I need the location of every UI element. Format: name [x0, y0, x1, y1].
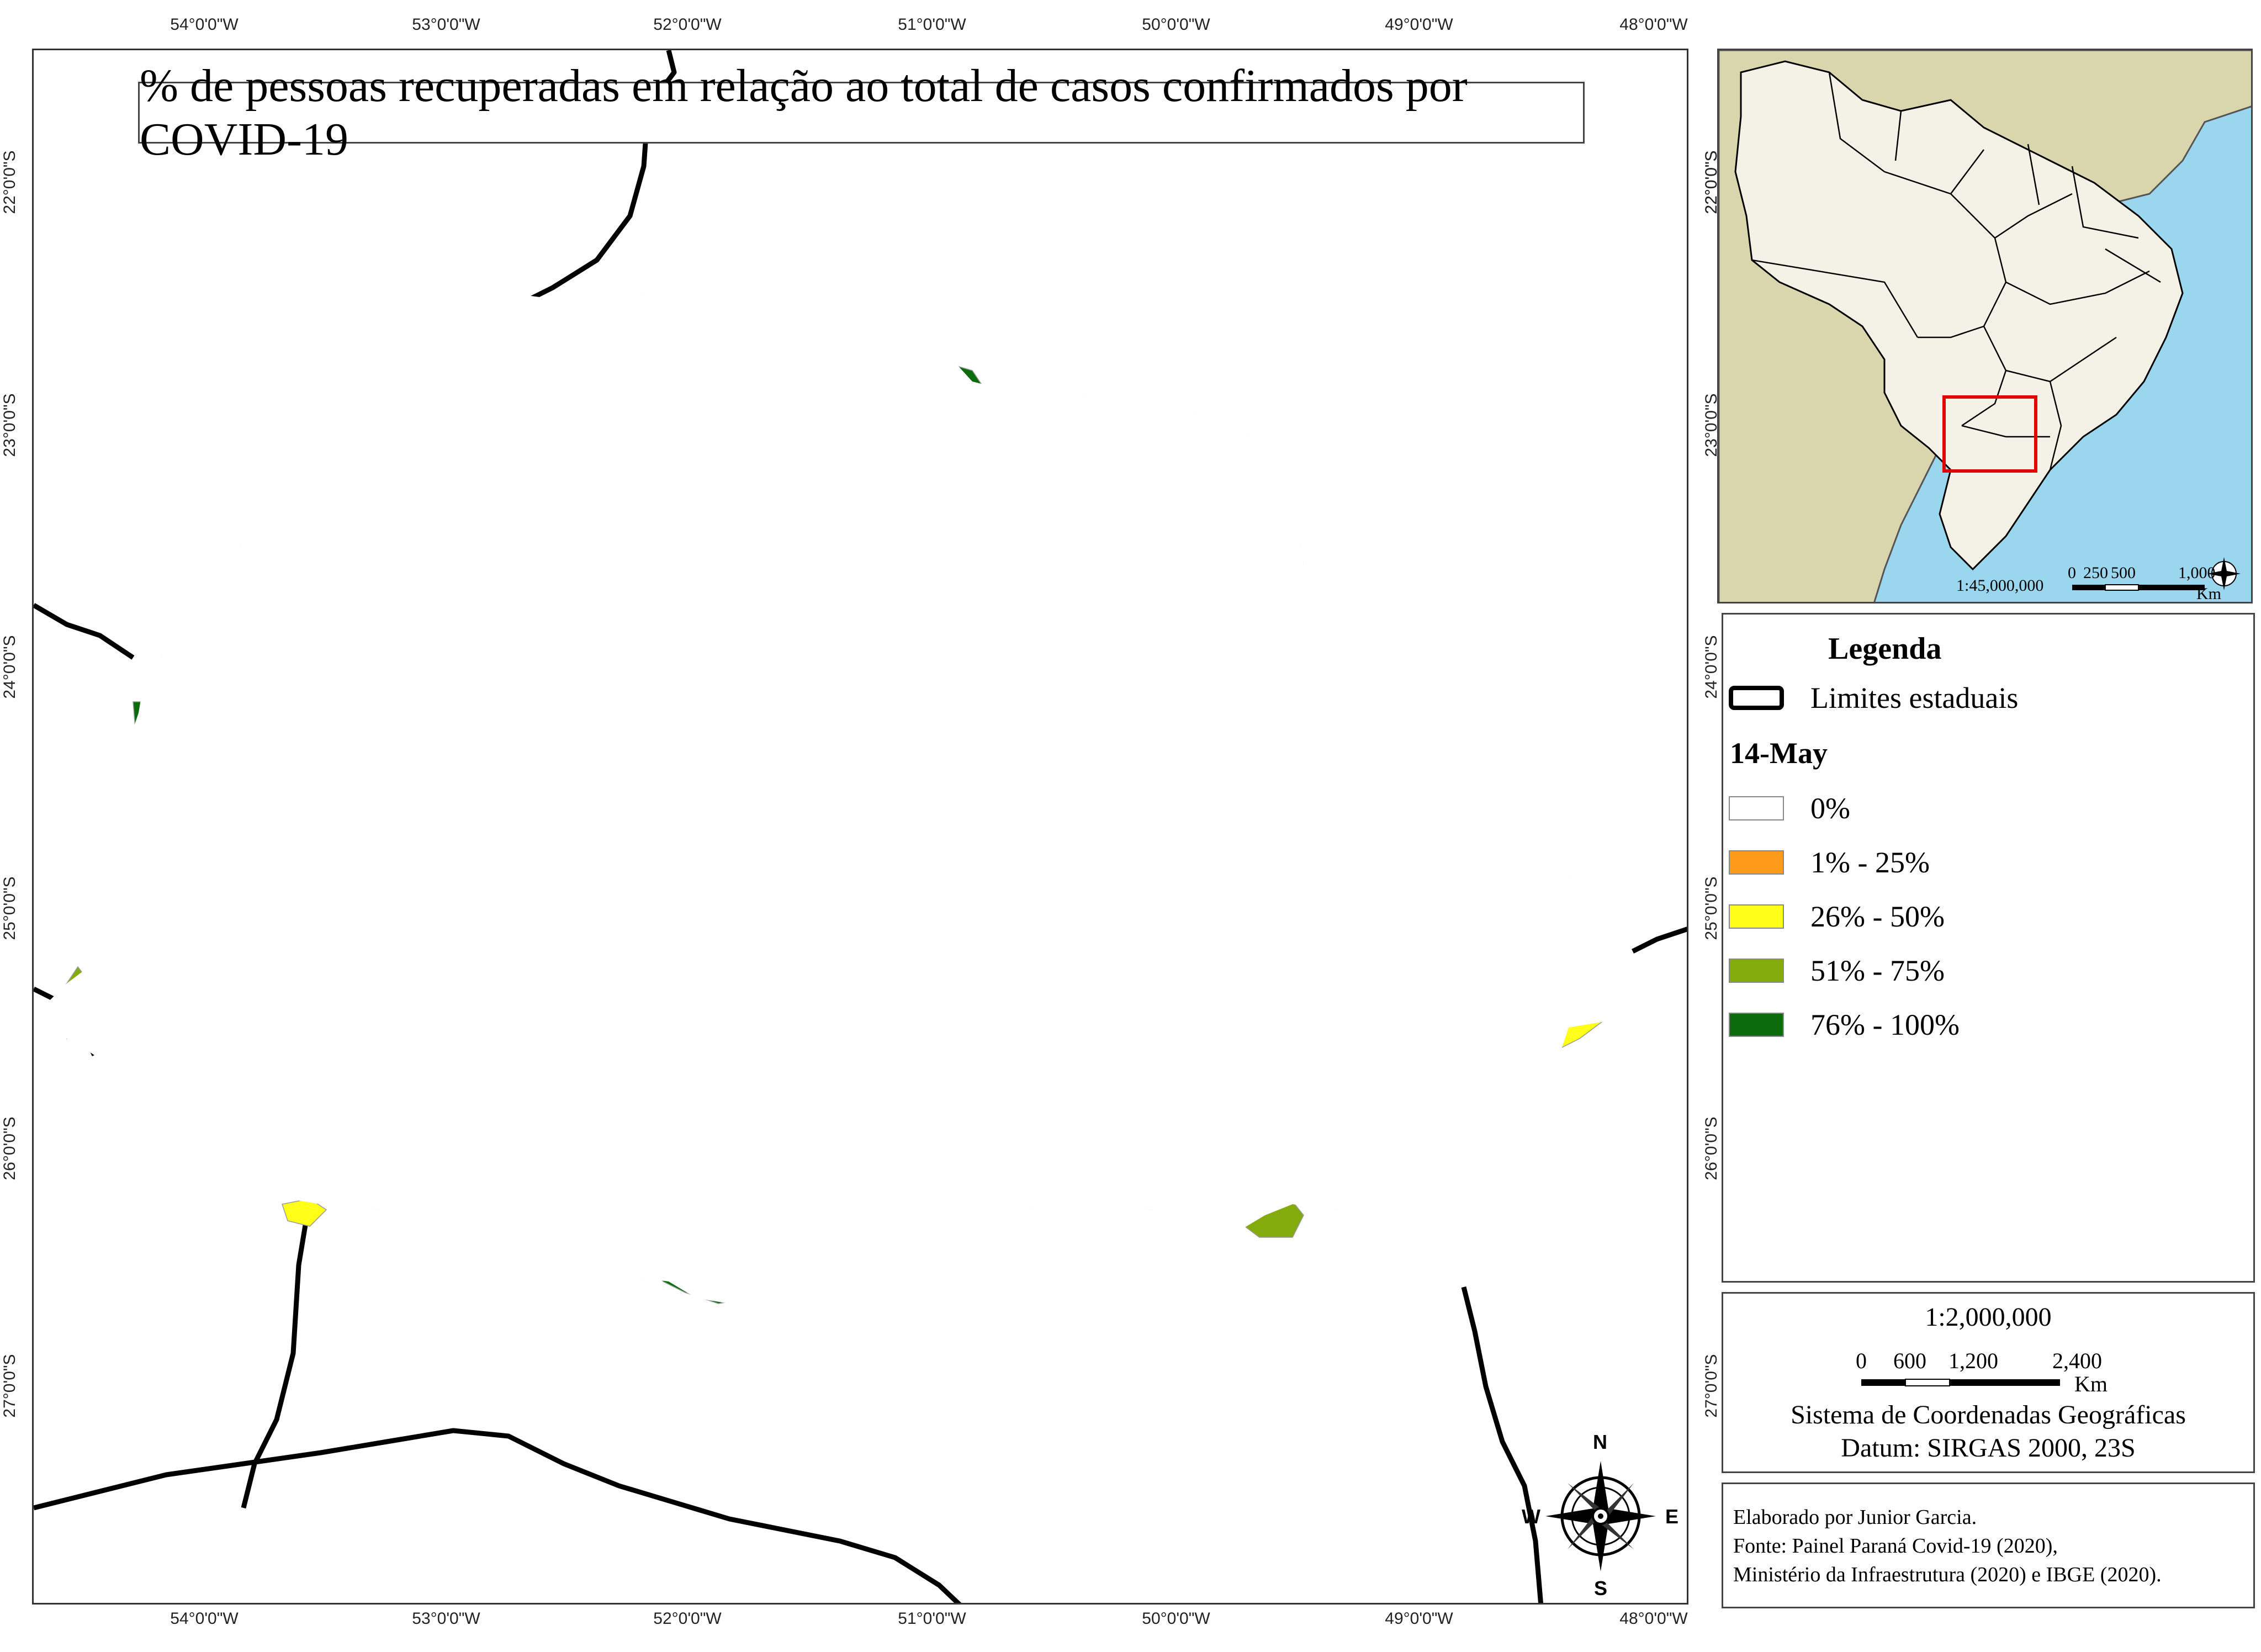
legend-row-1: 1% - 25% — [1729, 845, 1930, 880]
coast-sc — [1461, 1286, 1544, 1603]
lon-tick-top: 52°0'0"W — [653, 15, 722, 34]
lat-tick-left: 22°0'0"S — [1, 150, 19, 214]
credits-line: Ministério da Infraestrutura (2020) e IB… — [1733, 1563, 2162, 1586]
lon-tick-top: 49°0'0"W — [1385, 15, 1453, 34]
lon-tick-bottom: 52°0'0"W — [653, 1609, 722, 1628]
inset-scale-bar — [2072, 584, 2205, 591]
inset-lat-tick: 22°0'0"S — [1702, 150, 1720, 214]
legend-label: 1% - 25% — [1810, 846, 1930, 879]
lat-tick-left: 23°0'0"S — [1, 393, 19, 457]
compass-s: S — [1594, 1577, 1608, 1600]
compass-n: N — [1593, 1431, 1607, 1453]
lon-tick-top: 51°0'0"W — [898, 15, 966, 34]
lat-tick-left: 24°0'0"S — [1, 635, 19, 699]
compass-rose — [1545, 1461, 1656, 1571]
lon-tick-bottom: 48°0'0"W — [1619, 1609, 1688, 1628]
inset-highlight-box — [1942, 395, 2037, 473]
legend-row-2: 26% - 50% — [1729, 899, 1945, 934]
crs-line2: Datum: SIRGAS 2000, 23S — [1841, 1433, 2136, 1463]
inset-scale-unit: Km — [2196, 585, 2221, 603]
legend-swatch-0 — [1729, 796, 1784, 820]
scale-tick: 0 — [1856, 1348, 1867, 1373]
legend-row-0: 0% — [1729, 791, 1850, 825]
lat-tick-left: 26°0'0"S — [1, 1116, 19, 1180]
legend-date: 14-May — [1730, 737, 1828, 770]
compass-e: E — [1665, 1505, 1679, 1528]
lat-tick-right: 27°0'0"S — [1702, 1354, 1720, 1418]
map-title: % de pessoas recuperadas em relação ao t… — [138, 60, 1585, 165]
legend-panel: Legenda Limites estaduais 14-May 0% 1% -… — [1722, 613, 2255, 1283]
scale-ratio: 1:2,000,000 — [1925, 1302, 2052, 1332]
lon-tick-top: 48°0'0"W — [1619, 15, 1688, 34]
lon-tick-bottom: 49°0'0"W — [1385, 1609, 1453, 1628]
credits-line: Fonte: Painel Paraná Covid-19 (2020), — [1733, 1534, 2058, 1558]
lon-tick-top: 54°0'0"W — [170, 15, 239, 34]
legend-row-border: Limites estaduais — [1729, 681, 2018, 715]
credits-panel: Elaborado por Junior Garcia. Fonte: Pain… — [1722, 1482, 2255, 1608]
legend-swatch-1 — [1729, 850, 1784, 875]
inset-scale-tick: 1,000 — [2178, 564, 2216, 582]
credits-line: Elaborado por Junior Garcia. — [1733, 1506, 1977, 1529]
lat-tick-right: 26°0'0"S — [1702, 1116, 1720, 1180]
scale-bar — [1861, 1379, 2060, 1386]
main-map[interactable]: N S E W — [32, 49, 1688, 1605]
state-limit-sc-rs — [34, 1428, 962, 1603]
scale-tick: 1,200 — [1948, 1348, 1998, 1373]
lon-tick-top: 53°0'0"W — [412, 15, 480, 34]
inset-compass — [2207, 557, 2241, 590]
legend-label: 26% - 50% — [1810, 900, 1945, 933]
legend-swatch-4 — [1729, 1013, 1784, 1037]
lon-tick-bottom: 50°0'0"W — [1142, 1609, 1210, 1628]
legend-swatch-3 — [1729, 959, 1784, 983]
crs-line1: Sistema de Coordenadas Geográficas — [1791, 1400, 2186, 1429]
state-limit-sc-west — [241, 1198, 313, 1509]
lat-tick-right: 25°0'0"S — [1702, 876, 1720, 940]
legend-label: 0% — [1810, 792, 1850, 825]
lon-tick-top: 50°0'0"W — [1142, 15, 1210, 34]
inset-map[interactable]: 1:45,000,000 0 250 500 1,000 Km — [1717, 49, 2253, 603]
scale-unit: Km — [2074, 1372, 2108, 1396]
legend-row-3: 51% - 75% — [1729, 954, 1945, 988]
state-limit-west — [34, 603, 135, 660]
lon-tick-bottom: 51°0'0"W — [898, 1609, 966, 1628]
scale-tick: 2,400 — [2052, 1348, 2102, 1373]
legend-swatch-2 — [1729, 904, 1784, 929]
compass-w: W — [1522, 1505, 1540, 1528]
scale-tick: 600 — [1893, 1348, 1926, 1373]
lon-tick-bottom: 54°0'0"W — [170, 1609, 239, 1628]
legend-row-4: 76% - 100% — [1729, 1008, 1960, 1042]
legend-swatch-border — [1729, 686, 1784, 710]
legend-label: Limites estaduais — [1810, 681, 2019, 714]
inset-map-svg — [1719, 50, 2251, 602]
scale-panel: 1:2,000,000 0 600 1,200 2,400 Km Sistema… — [1722, 1292, 2255, 1473]
lat-tick-right: 24°0'0"S — [1702, 635, 1720, 699]
parana-map-svg — [34, 50, 1687, 1603]
legend-title: Legenda — [1828, 632, 1942, 666]
legend-label: 51% - 75% — [1810, 954, 1945, 987]
inset-scale-tick: 250 — [2083, 564, 2108, 582]
brazil — [1734, 60, 2184, 571]
inset-scale-tick: 500 — [2111, 564, 2136, 582]
lon-tick-bottom: 53°0'0"W — [412, 1609, 480, 1628]
parana-border — [50, 288, 1635, 1320]
lat-tick-left: 27°0'0"S — [1, 1354, 19, 1418]
inset-scale-tick: 0 — [2068, 564, 2076, 582]
brazil-states — [1751, 72, 2161, 470]
inset-scale-label: 1:45,000,000 — [1956, 576, 2044, 595]
legend-label: 76% - 100% — [1810, 1008, 1960, 1041]
lat-tick-left: 25°0'0"S — [1, 876, 19, 940]
